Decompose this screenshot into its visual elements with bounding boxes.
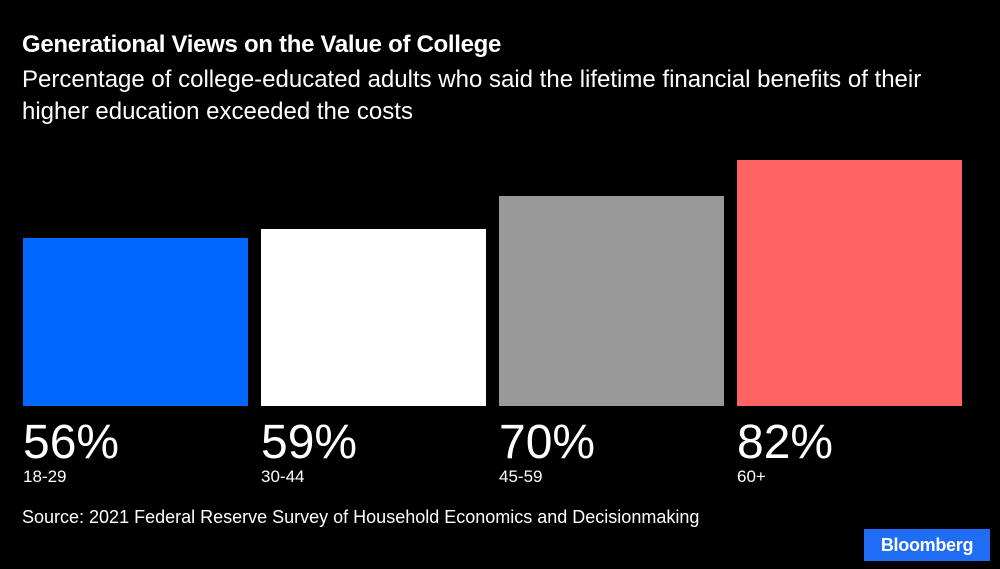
bar-value-label: 82%	[737, 416, 833, 469]
bar-category-label: 30-44	[261, 467, 304, 486]
bar-category-label: 45-59	[499, 467, 542, 486]
bloomberg-logo: Bloomberg	[864, 529, 990, 561]
bar-category-label: 60+	[737, 467, 766, 486]
source-note: Source: 2021 Federal Reserve Survey of H…	[22, 507, 700, 527]
bar-30-44	[261, 229, 486, 406]
bar-value-label: 70%	[499, 416, 595, 469]
bar-18-29	[23, 238, 248, 406]
bar-60+	[737, 160, 962, 406]
chart-title: Generational Views on the Value of Colle…	[22, 31, 502, 58]
bar-value-label: 56%	[23, 416, 119, 469]
bar-45-59	[499, 196, 724, 406]
bar-category-label: 18-29	[23, 467, 66, 486]
chart-subtitle: Percentage of college-educated adults wh…	[22, 66, 922, 125]
bar-value-label: 59%	[261, 416, 357, 469]
